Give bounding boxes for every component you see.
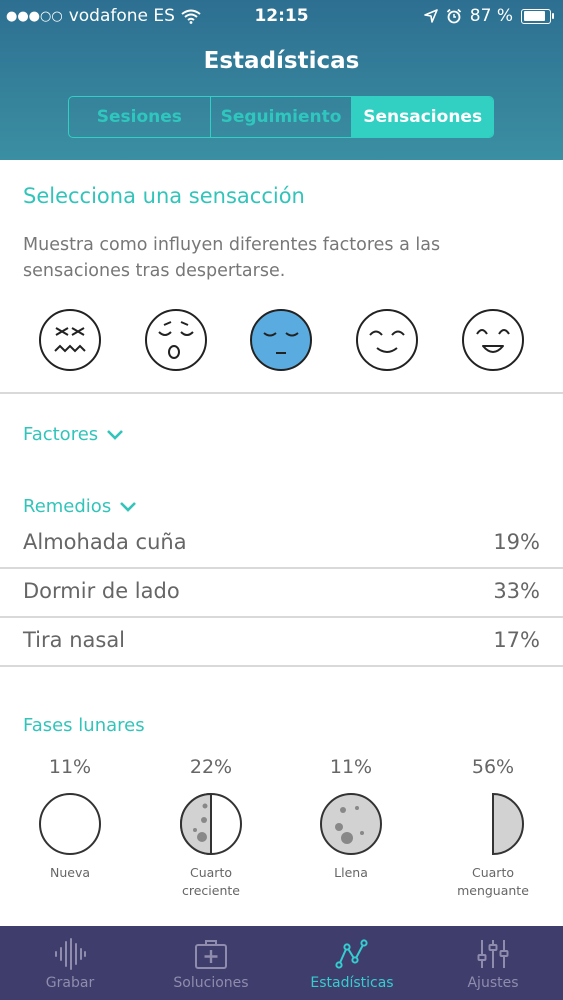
moon-name-line: menguante xyxy=(457,883,529,898)
face-selector xyxy=(0,308,563,374)
list-item: Almohada cuña 19% xyxy=(0,520,563,568)
remedy-label: Dormir de lado xyxy=(23,579,180,603)
remedy-label: Almohada cuña xyxy=(23,530,187,554)
remedies-toggle[interactable]: Remedios xyxy=(23,496,137,517)
carrier-name: vodafone ES xyxy=(68,6,175,26)
divider xyxy=(0,665,563,667)
moon-phase: 11% Nueva xyxy=(10,756,130,882)
moon-phases: 11% Nueva 22% Cuarto creciente xyxy=(0,756,563,906)
tab-sesiones[interactable]: Sesiones xyxy=(96,107,182,127)
moon-percent: 11% xyxy=(329,756,373,778)
moon-phases-label: Fases lunares xyxy=(23,715,145,736)
moon-name-line: creciente xyxy=(182,883,240,898)
sensation-description: Muestra como influyen diferentes factore… xyxy=(23,235,441,281)
tab-soluciones[interactable]: Soluciones xyxy=(141,926,281,1000)
header: ●●●○○ vodafone ES 12:15 87 % Estadística… xyxy=(0,0,563,160)
tab-bar: Grabar Soluciones Estadísticas Aju xyxy=(0,926,563,1000)
tab-label: Estadísticas xyxy=(310,975,394,991)
remedy-value: 17% xyxy=(493,628,540,652)
remedy-value: 33% xyxy=(493,579,540,603)
moon-phase: 22% Cuarto creciente xyxy=(151,756,271,900)
battery-percent: 87 % xyxy=(469,6,513,26)
moon-name: Cuarto menguante xyxy=(433,864,553,900)
moon-full-icon xyxy=(320,793,382,855)
moon-percent: 22% xyxy=(189,756,233,778)
remedy-value: 19% xyxy=(493,530,540,554)
sensation-section-title: Selecciona una sensacción xyxy=(23,184,305,208)
remedy-label: Tira nasal xyxy=(23,628,126,652)
segmented-control: Sesiones Seguimiento Sensaciones xyxy=(68,96,494,138)
battery-icon xyxy=(521,8,554,24)
moon-name: Nueva xyxy=(10,864,130,882)
waveform-icon xyxy=(55,938,86,970)
location-arrow-icon xyxy=(423,9,438,23)
remedies-label: Remedios xyxy=(23,496,112,517)
sliders-icon xyxy=(477,940,509,968)
tab-sensaciones[interactable]: Sensaciones xyxy=(351,97,493,137)
page-title: Estadísticas xyxy=(203,48,360,74)
face-content-icon[interactable] xyxy=(355,308,419,372)
moon-name-line: Cuarto xyxy=(472,865,514,880)
moon-phase: 56% Cuarto menguante xyxy=(433,756,553,900)
first-aid-kit-icon xyxy=(195,940,227,969)
stats-line-icon xyxy=(335,939,368,969)
moon-waning-icon xyxy=(492,792,524,856)
tab-grabar[interactable]: Grabar xyxy=(0,926,140,1000)
moon-name-line: Cuarto xyxy=(190,865,232,880)
chevron-down-icon xyxy=(107,429,124,440)
divider xyxy=(0,616,563,618)
tab-estadisticas[interactable]: Estadísticas xyxy=(282,926,422,1000)
face-tired-icon[interactable] xyxy=(144,308,208,372)
factors-toggle[interactable]: Factores xyxy=(23,424,124,445)
tab-seguimiento[interactable]: Seguimiento xyxy=(209,97,352,137)
face-happy-icon[interactable] xyxy=(461,308,525,372)
battery-level-fill xyxy=(523,11,546,21)
wifi-icon xyxy=(181,9,201,24)
moon-new-icon xyxy=(39,793,101,855)
moon-name-line: Llena xyxy=(334,865,368,880)
status-left: ●●●○○ vodafone ES xyxy=(6,6,201,26)
face-awful-icon[interactable] xyxy=(38,308,102,372)
status-bar: ●●●○○ vodafone ES 12:15 87 % xyxy=(0,0,563,34)
face-neutral-icon[interactable] xyxy=(249,308,313,372)
alarm-clock-icon xyxy=(446,8,461,24)
moon-waxing-icon xyxy=(180,792,242,856)
tab-label: Soluciones xyxy=(173,975,249,991)
moon-phase: 11% Llena xyxy=(291,756,411,882)
divider xyxy=(0,392,563,394)
content: Selecciona una sensacción Muestra como i… xyxy=(0,160,563,926)
moon-percent: 56% xyxy=(471,756,515,778)
divider xyxy=(0,567,563,569)
status-time: 12:15 xyxy=(254,6,309,26)
moon-name-line: Nueva xyxy=(49,865,91,880)
factors-label: Factores xyxy=(23,424,99,445)
status-right: 87 % xyxy=(423,6,554,26)
tab-label: Grabar xyxy=(45,975,95,991)
chevron-down-icon xyxy=(120,501,137,512)
list-item: Dormir de lado 33% xyxy=(0,569,563,617)
moon-percent: 11% xyxy=(48,756,92,778)
moon-name: Llena xyxy=(291,864,411,882)
signal-strength-icon: ●●●○○ xyxy=(6,8,63,24)
list-item: Tira nasal 17% xyxy=(0,618,563,666)
moon-name: Cuarto creciente xyxy=(151,864,271,900)
tab-label: Ajustes xyxy=(467,975,519,991)
tab-ajustes[interactable]: Ajustes xyxy=(423,926,563,1000)
